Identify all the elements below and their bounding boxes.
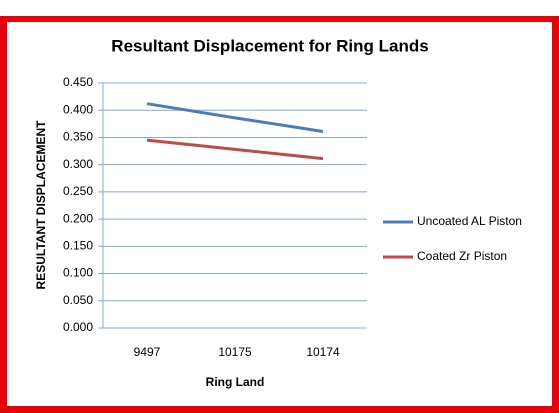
legend-label: Coated Zr Piston <box>417 249 507 263</box>
x-tick-label: 10174 <box>306 345 340 359</box>
y-tick-label: 0.050 <box>63 293 93 307</box>
y-tick-label: 0.150 <box>63 239 93 253</box>
x-tick-label: 9497 <box>134 345 161 359</box>
y-axis-title: RESULTANT DISPLACEMENT <box>34 120 48 290</box>
x-axis-title: Ring Land <box>206 375 265 389</box>
y-tick-label: 0.250 <box>63 184 93 198</box>
x-tick-label: 10175 <box>218 345 252 359</box>
y-tick-label: 0.400 <box>63 102 93 116</box>
legend-label: Uncoated AL Piston <box>417 214 522 228</box>
y-tick-label: 0.200 <box>63 211 93 225</box>
chart-title: Resultant Displacement for Ring Lands <box>111 36 428 55</box>
y-tick-label: 0.350 <box>63 130 93 144</box>
chart-background <box>7 22 552 406</box>
y-tick-label: 0.450 <box>63 75 93 89</box>
y-tick-label: 0.300 <box>63 157 93 171</box>
series-line <box>146 102 324 133</box>
y-tick-label: 0.100 <box>63 266 93 280</box>
y-tick-label: 0.000 <box>63 320 93 334</box>
series-line <box>146 138 324 161</box>
